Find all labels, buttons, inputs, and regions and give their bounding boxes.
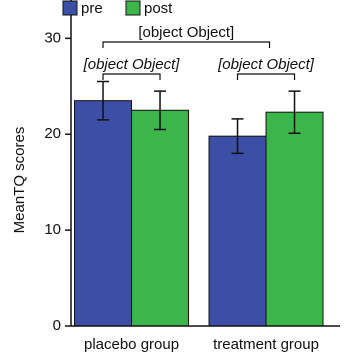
legend-label: post (144, 0, 173, 17)
bar (74, 100, 133, 327)
bar (208, 135, 267, 327)
significance-bracket (102, 73, 161, 80)
significance-label: [object Object] (138, 24, 234, 41)
error-bar (288, 90, 301, 135)
significance-bracket (236, 73, 296, 80)
significance-label: [object Object] (83, 56, 181, 73)
legend-label: pre (81, 0, 103, 17)
significance-bracket (102, 41, 271, 48)
x-tick-label: treatment group (213, 336, 319, 353)
bar (131, 109, 190, 327)
error-bar (231, 118, 244, 155)
y-tick-label: 20 (44, 125, 61, 142)
x-tick-label: placebo group (84, 336, 179, 353)
legend-swatch (125, 0, 141, 16)
significance-label: [object Object] (217, 56, 315, 73)
bar (265, 111, 324, 327)
error-bar (97, 80, 110, 121)
y-tick-label: 0 (53, 317, 61, 334)
y-tick-label: 10 (44, 221, 61, 238)
legend-swatch (62, 0, 78, 16)
y-tick-label: 30 (44, 29, 61, 46)
y-axis-label: MeanTQ scores (11, 127, 28, 234)
error-bar (154, 90, 167, 131)
